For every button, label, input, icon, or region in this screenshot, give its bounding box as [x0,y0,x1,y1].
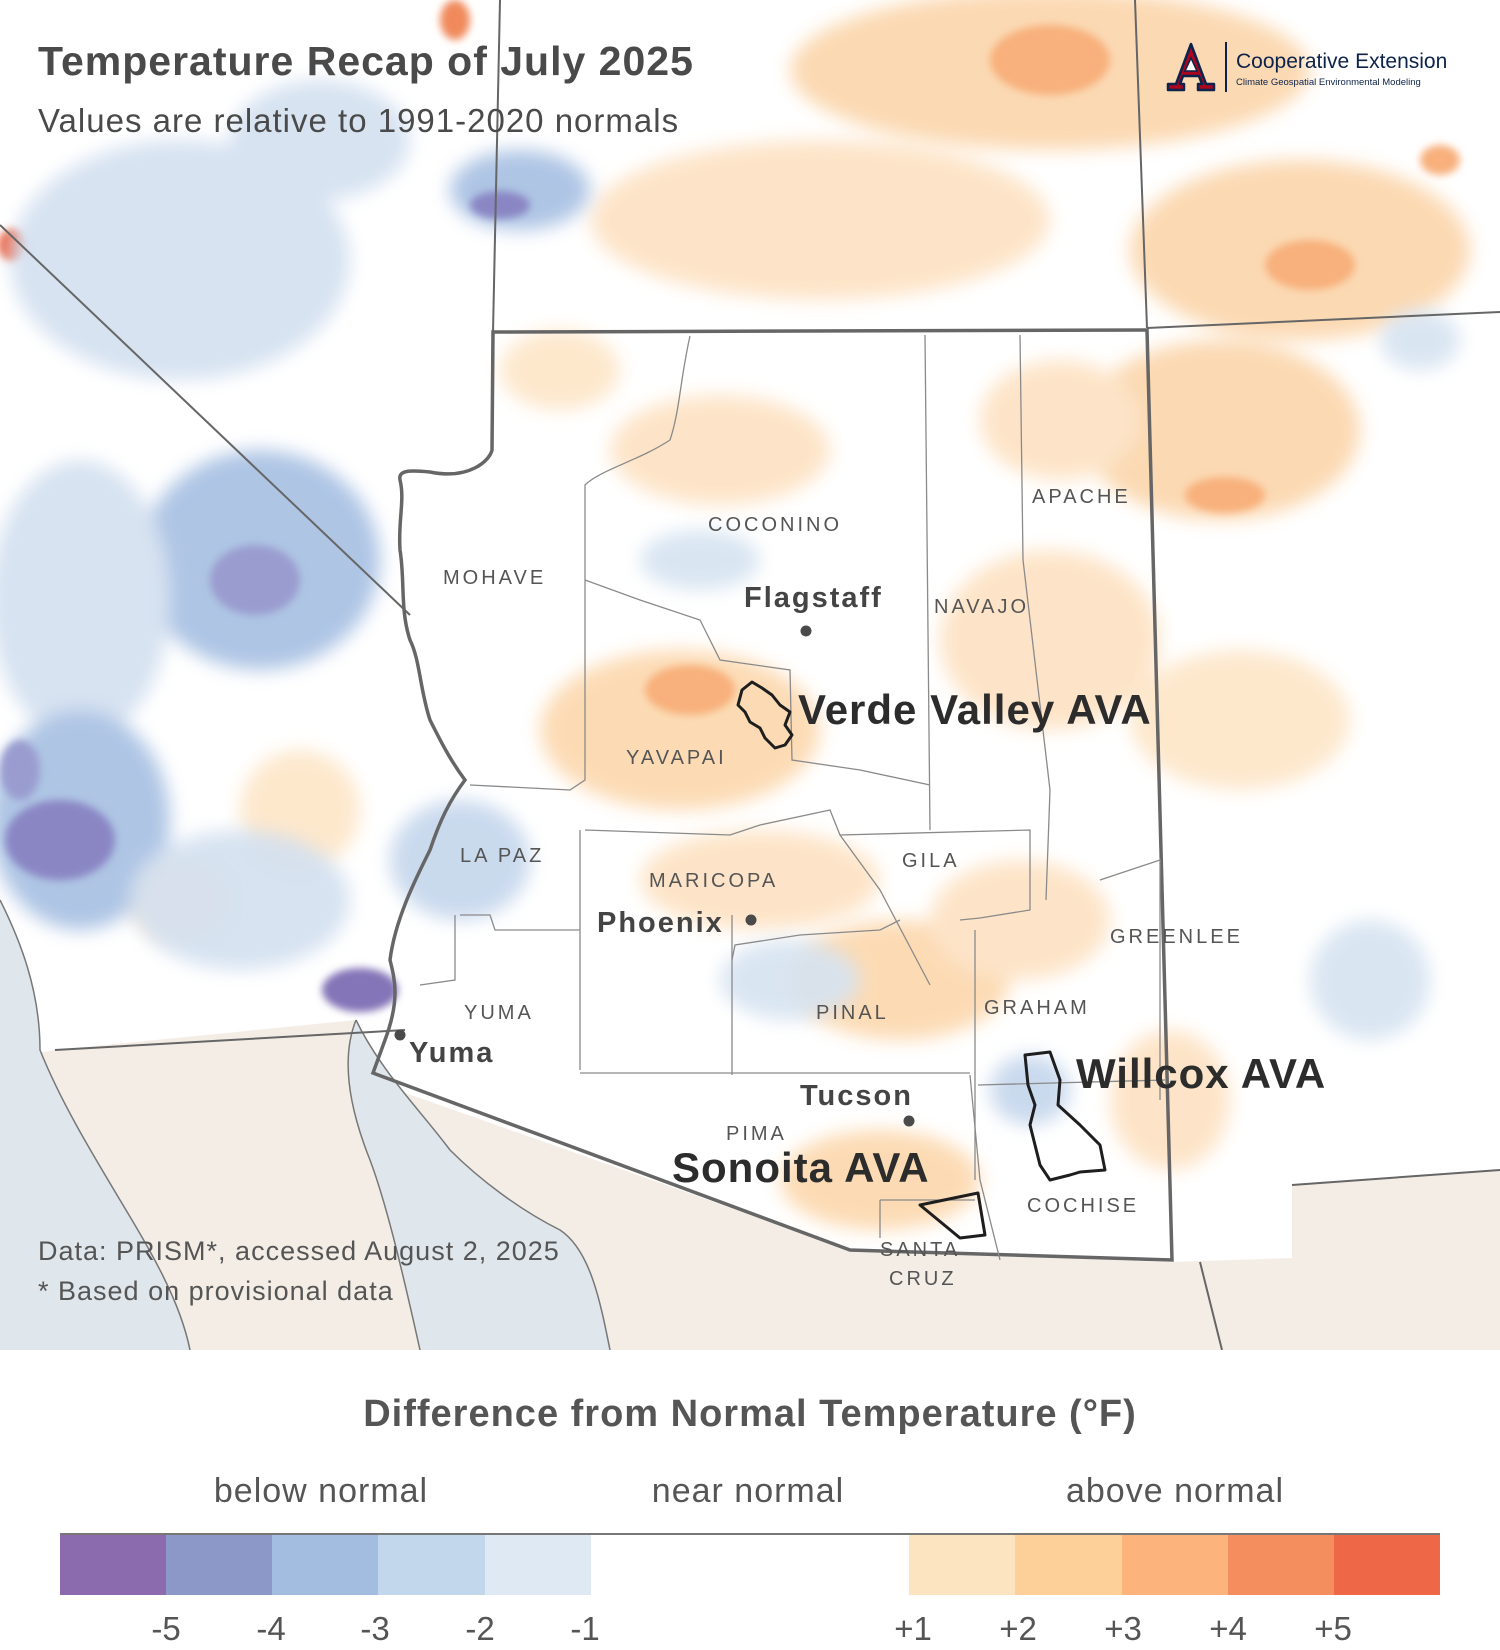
legend-category-above: above normal [1065,1472,1285,1510]
logo-subtitle: Climate Geospatial Environmental Modelin… [1236,77,1421,88]
legend-swatch [1015,1535,1123,1595]
legend-tick-minus1: -1 [570,1610,600,1647]
legend-tick-minus2: -2 [465,1610,495,1647]
mexico-interior-border [1199,1261,1223,1350]
yuma-dot [394,1029,406,1041]
county-label-greenlee: GREENLEE [1110,926,1243,948]
pacific-coastline [0,899,191,1350]
pacific-ocean [0,900,190,1350]
university-logo: Cooperative Extension Climate Geospatial… [1160,42,1490,94]
utah-colorado-border [1134,0,1148,329]
provisional-data-note: * Based on provisional data [38,1276,394,1306]
legend-swatch [803,1535,910,1595]
sonoita-ava-outline [918,1191,987,1240]
legend-tick-plus1: +1 [894,1610,932,1647]
county-label-pinal: PINAL [816,1002,889,1024]
ava-label-willcox: Willcox AVA [1076,1050,1327,1097]
legend-tick-plus3: +3 [1104,1610,1142,1647]
legend-swatch [166,1535,273,1595]
block-a-icon [1166,42,1216,92]
temperature-anomaly-field [0,0,1470,1230]
legend-category-below: below normal [213,1472,429,1510]
legend-tick-minus5: -5 [151,1610,181,1647]
data-source-credit: Data: PRISM*, accessed August 2, 2025 [38,1236,560,1266]
willcox-ava-outline [1023,1050,1107,1182]
county-label-cochise: COCHISE [1027,1195,1140,1217]
warm-anomaly-areas [130,0,1470,1230]
ava-outlines [736,680,1107,1240]
verde-valley-ava-outline [736,680,794,750]
colorado-nm-border [1146,311,1500,329]
legend-tick-plus5: +5 [1314,1610,1352,1647]
arizona-temperature-map [0,0,1500,1350]
county-label-santa-cruz-line1: SANTA [880,1239,961,1261]
county-label-apache: APACHE [1032,486,1131,508]
city-label-flagstaff: Flagstaff [744,582,883,614]
city-dots [394,625,915,1127]
legend-category-near: near normal [651,1472,845,1510]
ava-label-sonoita: Sonoita AVA [672,1144,930,1191]
legend-swatch [1121,1535,1229,1595]
legend-swatch [272,1535,379,1595]
tucson-dot [903,1115,915,1127]
legend-color-scale [60,1533,1441,1595]
county-label-navajo: NAVAJO [934,596,1030,618]
county-label-gila: GILA [902,850,960,872]
legend-swatch [696,1535,804,1595]
california-mexico-border [54,1029,406,1051]
county-label-la-paz: LA PAZ [460,845,545,867]
county-label-coconino: COCONINO [708,514,842,536]
legend-swatch [1333,1535,1441,1595]
legend-swatch [590,1535,698,1595]
legend-swatch [1227,1535,1335,1595]
map-subtitle: Values are relative to 1991-2020 normals [38,102,680,139]
logo-divider [1225,42,1227,92]
city-label-phoenix: Phoenix [597,907,724,939]
phoenix-dot [745,914,757,926]
california-nevada-border [0,224,411,616]
map-svg [0,0,1500,1350]
legend-swatch [909,1535,1016,1595]
county-label-maricopa: MARICOPA [649,870,779,892]
city-label-tucson: Tucson [800,1080,913,1112]
nevada-utah-border [492,0,501,333]
county-label-santa-cruz-line2: CRUZ [889,1268,957,1290]
flagstaff-dot [800,625,812,637]
legend-title: Difference from Normal Temperature (°F) [363,1393,1137,1435]
county-label-pima: PIMA [726,1123,787,1145]
legend-tick-plus4: +4 [1209,1610,1247,1647]
legend-swatch [378,1535,486,1595]
logo-name: Cooperative Extension [1236,50,1448,73]
legend-tick-minus4: -4 [256,1610,286,1647]
county-label-graham: GRAHAM [984,997,1090,1019]
legend-swatch [484,1535,592,1595]
county-borders [419,334,1166,1261]
state-borders [0,0,1500,1350]
ava-label-verde-valley: Verde Valley AVA [798,686,1152,733]
city-label-yuma: Yuma [409,1037,495,1069]
map-title: Temperature Recap of July 2025 [38,38,694,84]
legend-swatch [60,1535,167,1595]
legend-tick-plus2: +2 [999,1610,1037,1647]
arizona-state-border [370,328,1174,1262]
nm-texas-border [1291,1169,1500,1186]
cold-anomaly-spots [0,191,530,1012]
legend-tick-minus3: -3 [360,1610,390,1647]
county-label-mohave: MOHAVE [443,567,547,589]
gulf-of-california [348,1020,610,1350]
county-label-yuma: YUMA [464,1002,534,1024]
county-label-yavapai: YAVAPAI [626,747,727,769]
gulf-coastline [347,1019,611,1350]
